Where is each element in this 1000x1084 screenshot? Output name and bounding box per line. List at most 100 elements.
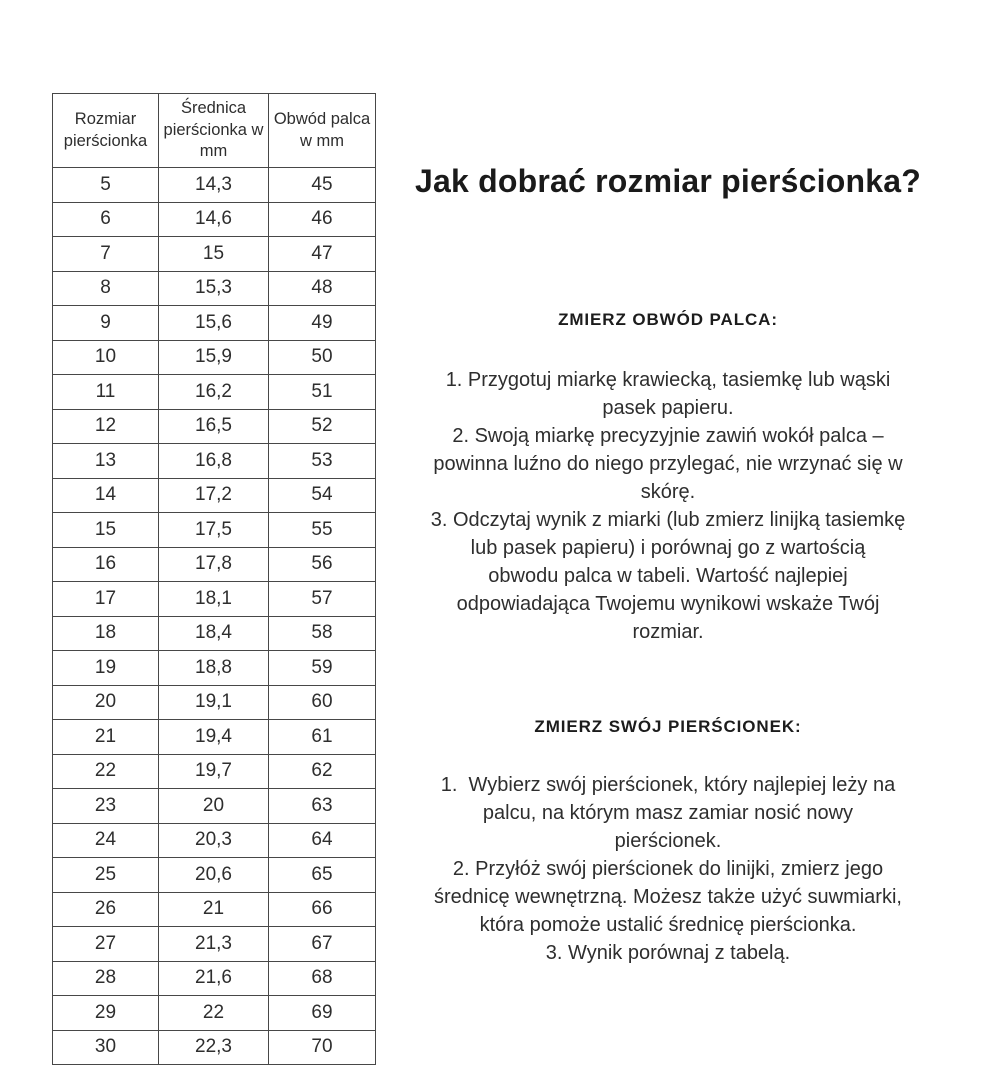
table-row: 25 20,6 65	[52, 857, 376, 893]
table-cell: 14,3	[158, 167, 269, 203]
table-cell: 47	[268, 236, 376, 272]
table-cell: 62	[268, 753, 376, 789]
table-cell: 5	[52, 167, 159, 203]
table-row: 13 16,8 53	[52, 443, 376, 479]
table-cell: 18,4	[158, 615, 269, 651]
table-cell: 6	[52, 201, 159, 237]
step-text-line: lub pasek papieru) i porównaj go z warto…	[470, 537, 866, 559]
table-row: 7 15 47	[52, 236, 376, 272]
table-row: 24 20,3 64	[52, 822, 376, 858]
table-row: 29 22 69	[52, 995, 376, 1031]
table-row: 19 18,8 59	[52, 650, 376, 686]
table-cell: 29	[52, 995, 159, 1031]
table-cell: 17	[52, 581, 159, 617]
table-cell: 21	[158, 891, 269, 927]
step-text-line: średnicę wewnętrzną. Możesz także użyć s…	[434, 886, 902, 908]
table-row: 21 19,4 61	[52, 719, 376, 755]
step-text-line: palcu, na którym masz zamiar nosić nowy	[482, 802, 854, 824]
table-cell: 28	[52, 960, 159, 996]
table-cell: 67	[268, 926, 376, 962]
table-cell: 15	[52, 512, 159, 548]
table-header-cell: Obwód palca w mm	[268, 93, 376, 168]
table-row: 14 17,2 54	[52, 477, 376, 513]
step-text-line: 2. Przyłóż swój pierścionek do linijki, …	[452, 858, 884, 880]
table-cell: 12	[52, 408, 159, 444]
table-cell: 53	[268, 443, 376, 479]
step-text-line: 2. Swoją miarkę precyzyjnie zawiń wokół …	[452, 425, 884, 447]
table-cell: 22,3	[158, 1029, 269, 1065]
table-cell: 60	[268, 684, 376, 720]
step-text-line: skórę.	[640, 481, 696, 503]
table-cell: 15,9	[158, 339, 269, 375]
table-row: 15 17,5 55	[52, 512, 376, 548]
table-cell: 45	[268, 167, 376, 203]
table-cell: 54	[268, 477, 376, 513]
table-row: 10 15,9 50	[52, 339, 376, 375]
table-cell: 69	[268, 995, 376, 1031]
table-row: 27 21,3 67	[52, 926, 376, 962]
guide-panel: Jak dobrać rozmiar pierścionka? ZMIERZ O…	[398, 0, 938, 1084]
table-cell: 26	[52, 891, 159, 927]
table-cell: 15,6	[158, 305, 269, 341]
table-cell: 14,6	[158, 201, 269, 237]
table-cell: 70	[268, 1029, 376, 1065]
table-cell: 17,2	[158, 477, 269, 513]
table-row: 28 21,6 68	[52, 960, 376, 996]
table-cell: 58	[268, 615, 376, 651]
step-text-line: obwodu palca w tabeli. Wartość najlepiej	[488, 565, 848, 587]
table-cell: 20	[158, 788, 269, 824]
table-cell: 19,7	[158, 753, 269, 789]
table-cell: 14	[52, 477, 159, 513]
table-row: 26 21 66	[52, 891, 376, 927]
table-header-row: Rozmiar pierścionka Średnica pierścionka …	[52, 93, 376, 168]
table-cell: 61	[268, 719, 376, 755]
table-header: Rozmiar pierścionka Średnica pierścionka …	[52, 93, 376, 168]
table-cell: 25	[52, 857, 159, 893]
table-cell: 18,8	[158, 650, 269, 686]
table-cell: 18	[52, 615, 159, 651]
step-text-line: 3. Odczytaj wynik z miarki (lub zmierz l…	[430, 509, 906, 531]
finger-measure-steps: 1. Przygotuj miarkę krawiecką, tasiemkę …	[398, 366, 938, 646]
table-cell: 16,5	[158, 408, 269, 444]
table-cell: 20,3	[158, 822, 269, 858]
table-cell: 20,6	[158, 857, 269, 893]
table-cell: 22	[52, 753, 159, 789]
section-heading-measure-your-ring: ZMIERZ SWÓJ PIERŚCIONEK:	[534, 717, 802, 736]
table-cell: 16	[52, 546, 159, 582]
table-cell: 21	[52, 719, 159, 755]
table-cell: 7	[52, 236, 159, 272]
table-cell: 55	[268, 512, 376, 548]
table-row: 18 18,4 58	[52, 615, 376, 651]
table-cell: 16,8	[158, 443, 269, 479]
table-cell: 23	[52, 788, 159, 824]
step-text-line: pasek papieru.	[602, 397, 734, 419]
table-cell: 50	[268, 339, 376, 375]
ring-size-table: Rozmiar pierścionka Średnica pierścionka …	[52, 93, 376, 1065]
table-row: 17 18,1 57	[52, 581, 376, 617]
table-cell: 21,3	[158, 926, 269, 962]
table-cell: 11	[52, 374, 159, 410]
table-cell: 21,6	[158, 960, 269, 996]
table-cell: 59	[268, 650, 376, 686]
table-cell: 13	[52, 443, 159, 479]
step-text-line: 1. Wybierz swój pierścionek, który najle…	[440, 774, 896, 796]
table-row: 8 15,3 48	[52, 270, 376, 306]
step-text-line: odpowiadająca Twojemu wynikowi wskaże Tw…	[456, 593, 880, 615]
size-table-body: 5 14,3 45 6 14,6 46 7 15 47 8 15,3 48 9 15,6 49 10 15,9 5…	[52, 167, 376, 1065]
table-cell: 19,1	[158, 684, 269, 720]
table-cell: 19	[52, 650, 159, 686]
table-cell: 65	[268, 857, 376, 893]
table-cell: 20	[52, 684, 159, 720]
table-cell: 49	[268, 305, 376, 341]
table-row: 30 22,3 70	[52, 1029, 376, 1065]
table-cell: 52	[268, 408, 376, 444]
table-row: 12 16,5 52	[52, 408, 376, 444]
table-row: 20 19,1 60	[52, 684, 376, 720]
table-cell: 8	[52, 270, 159, 306]
table-cell: 51	[268, 374, 376, 410]
step-text-line: pierścionek.	[614, 830, 722, 852]
table-cell: 10	[52, 339, 159, 375]
table-cell: 18,1	[158, 581, 269, 617]
table-cell: 68	[268, 960, 376, 996]
